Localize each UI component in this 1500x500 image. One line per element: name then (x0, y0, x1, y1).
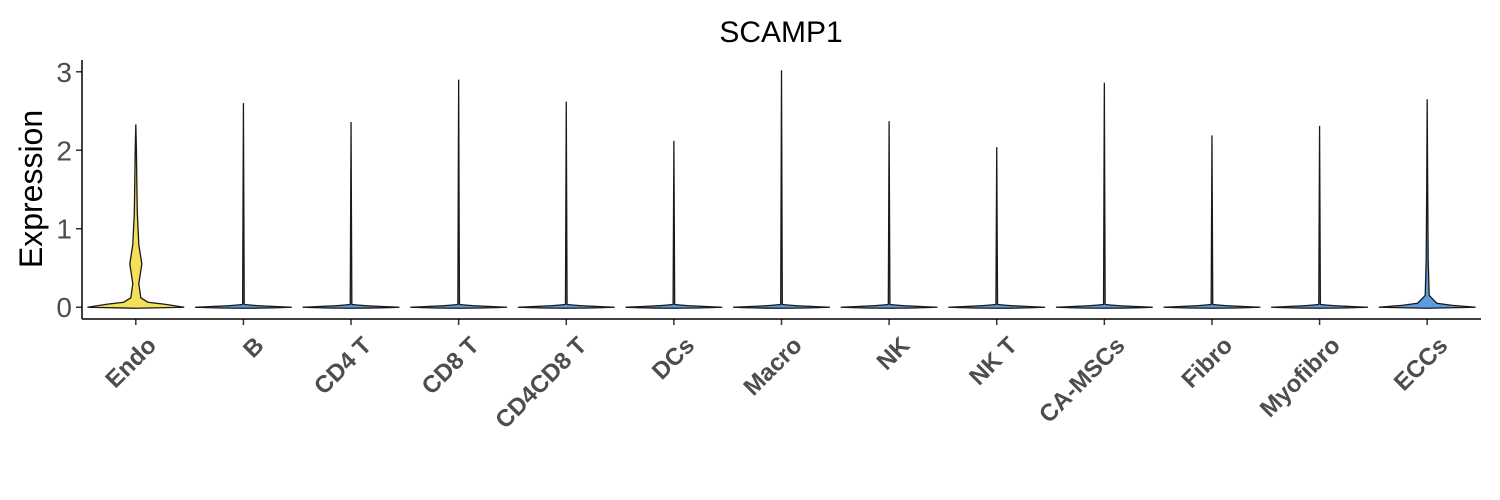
x-tick-label: Myofibro (1255, 332, 1346, 423)
chart-title: SCAMP1 (719, 16, 842, 49)
x-tick-label: Fibro (1177, 332, 1239, 394)
violins (87, 70, 1476, 309)
x-tick-label: B (238, 332, 269, 363)
x-tick-label: CD8 T (417, 332, 485, 400)
violin-shape (87, 124, 185, 309)
violin-macro (733, 70, 830, 309)
violin-shape (1378, 99, 1476, 309)
y-tick-label: 2 (56, 135, 72, 166)
violin-shape (1163, 135, 1261, 309)
violin-b (194, 103, 292, 309)
violin-shape (948, 147, 1046, 309)
x-axis-ticks: Endo B CD4 T CD8 T CD4CD8 T DCs Macro NK NK T CA-… (100, 319, 1453, 434)
x-tick-label: ECCs (1389, 332, 1453, 396)
violin-dcs (625, 140, 723, 309)
x-tick-label: DCs (647, 332, 700, 385)
y-axis-ticks: 0 1 2 3 (56, 57, 82, 323)
violin-cd8-t (410, 79, 508, 309)
x-tick-label: NK T (964, 332, 1023, 391)
violin-shape (1055, 82, 1153, 309)
x-tick-label: Macro (739, 332, 808, 401)
violin-shape (302, 122, 400, 309)
y-axis-label: Expression (13, 110, 49, 268)
violin-shape (194, 103, 292, 309)
violin-fibro (1163, 135, 1261, 309)
violin-shape (1271, 125, 1369, 309)
x-tick-label: CD4CD8 T (490, 332, 592, 434)
y-tick-label: 1 (56, 214, 72, 245)
violin-myofibro (1271, 125, 1369, 309)
violin-cd4-t (302, 122, 400, 309)
violin-cd4cd8-t (517, 101, 615, 309)
violin-nk (840, 121, 938, 309)
violin-shape (733, 70, 830, 309)
violin-nk-t (948, 147, 1046, 309)
violin-ca-mscs (1055, 82, 1153, 309)
violin-shape (517, 101, 615, 309)
violin-shape (625, 140, 723, 309)
x-tick-label: CD4 T (309, 332, 377, 400)
y-tick-label: 0 (56, 292, 72, 323)
violin-shape (410, 79, 508, 309)
x-tick-label: CA-MSCs (1034, 332, 1130, 428)
x-tick-label: NK (872, 332, 916, 376)
violin-eccs (1378, 99, 1476, 309)
x-tick-label: Endo (100, 332, 162, 394)
y-tick-label: 3 (56, 57, 72, 88)
violin-shape (840, 121, 938, 309)
violin-endo (87, 124, 185, 309)
